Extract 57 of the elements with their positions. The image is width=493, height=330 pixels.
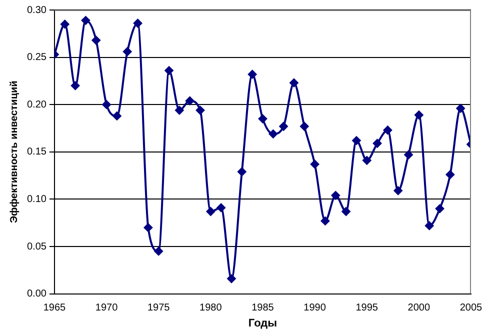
- y-axis-title: Эффективность инвестиций: [8, 80, 20, 224]
- point: [268, 129, 278, 138]
- x-tick-label: 2005: [460, 302, 483, 314]
- y-tick-label: 0.30: [26, 4, 47, 16]
- point: [70, 81, 80, 90]
- point: [300, 122, 309, 131]
- point: [456, 104, 466, 113]
- point: [154, 246, 164, 256]
- point: [424, 221, 434, 230]
- point: [92, 36, 101, 45]
- point: [206, 207, 216, 216]
- y-tick-label: 0.25: [26, 52, 47, 64]
- point: [144, 223, 153, 232]
- point: [331, 190, 340, 200]
- x-tick-label: 2000: [408, 302, 430, 314]
- point: [342, 207, 351, 216]
- y-tick-label: 0.15: [26, 146, 47, 158]
- x-tick-label: 1980: [200, 302, 222, 314]
- x-tick-label: 1995: [356, 302, 378, 314]
- point: [404, 150, 414, 160]
- point: [383, 126, 392, 135]
- point: [414, 110, 424, 120]
- y-tick-label: 0.00: [26, 288, 47, 300]
- point: [216, 203, 226, 212]
- point: [352, 136, 361, 146]
- y-tick-label: 0.20: [26, 99, 47, 110]
- point: [174, 106, 184, 115]
- point: [289, 78, 298, 88]
- point: [394, 186, 403, 196]
- y-tick-label: 0.10: [26, 194, 47, 205]
- point: [164, 66, 174, 76]
- point: [372, 138, 382, 148]
- point: [133, 18, 142, 28]
- point: [185, 96, 194, 106]
- x-axis-title: Годы: [248, 317, 278, 330]
- point: [112, 111, 122, 120]
- y-tick-label: 0.05: [26, 241, 47, 252]
- point: [362, 156, 372, 165]
- x-tick-label: 1990: [304, 302, 326, 314]
- point: [226, 274, 236, 284]
- point: [258, 114, 268, 124]
- point: [81, 16, 90, 25]
- x-tick-label: 1970: [95, 302, 118, 314]
- point: [446, 170, 455, 180]
- point: [237, 167, 246, 176]
- x-tick-label: 1975: [147, 302, 170, 314]
- point: [310, 160, 320, 169]
- point: [60, 20, 70, 29]
- point: [122, 47, 132, 56]
- point: [102, 100, 112, 110]
- x-tick-label: 1965: [43, 302, 66, 314]
- point: [279, 122, 288, 131]
- point: [435, 204, 444, 214]
- point: [196, 106, 205, 115]
- point: [320, 216, 330, 226]
- x-tick-label: 1985: [252, 302, 274, 314]
- point: [248, 70, 257, 79]
